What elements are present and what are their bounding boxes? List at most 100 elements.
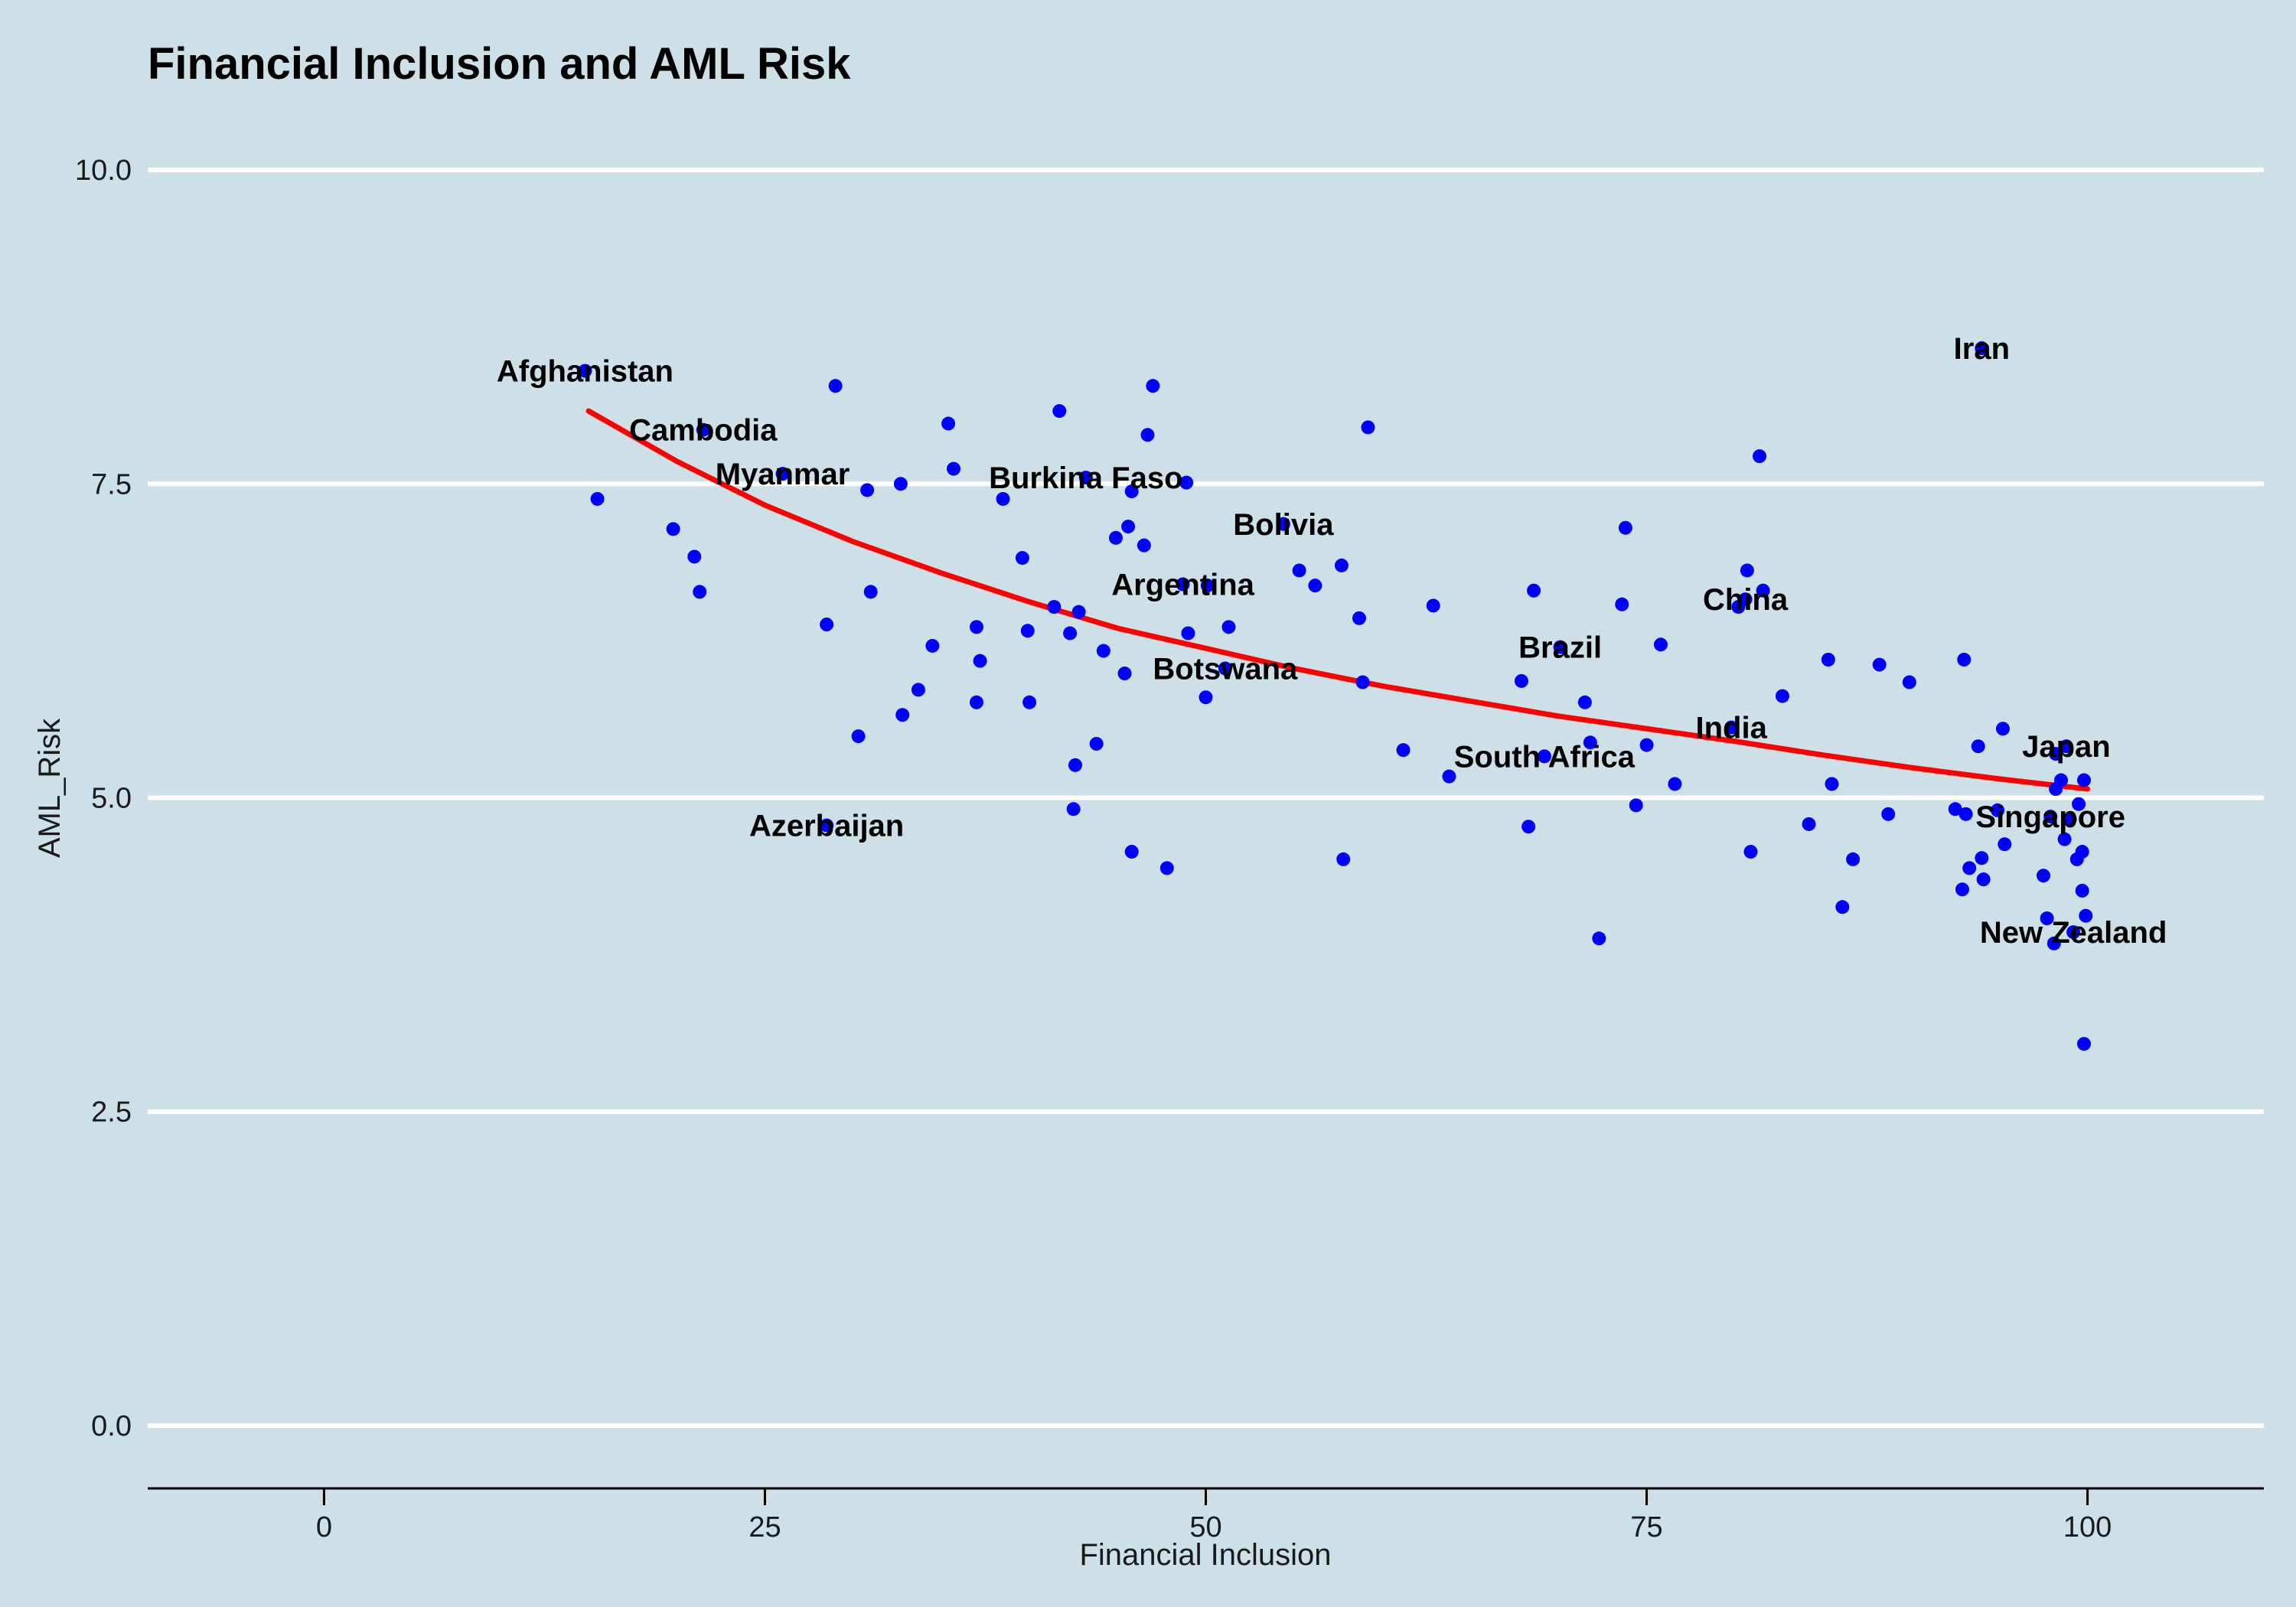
data-point: [941, 416, 956, 431]
data-point: [1052, 404, 1067, 419]
data-point: [1971, 739, 1985, 754]
data-point: [1176, 577, 1190, 592]
data-point: [1653, 637, 1668, 652]
data-point: [947, 461, 961, 476]
data-point: [1537, 749, 1551, 764]
data-point: [2076, 773, 2091, 787]
data-point: [1962, 861, 1977, 875]
data-point: [1124, 484, 1139, 499]
data-point: [1336, 852, 1351, 866]
data-point: [996, 491, 1010, 506]
country-label: Azerbaijan: [749, 810, 904, 843]
data-point: [1615, 597, 1629, 611]
data-point: [1108, 530, 1123, 545]
country-label: Bolivia: [1233, 508, 1334, 542]
data-point: [1334, 558, 1349, 572]
data-point: [973, 654, 987, 668]
data-point: [1957, 653, 1971, 667]
data-point: [1355, 675, 1370, 689]
data-point: [1124, 845, 1139, 859]
country-label: Singapore: [1975, 800, 2125, 834]
data-point: [1200, 579, 1215, 593]
data-point: [969, 620, 983, 634]
data-point: [1121, 520, 1136, 534]
data-point: [1521, 820, 1536, 834]
data-point: [1179, 475, 1194, 490]
data-point: [2075, 883, 2089, 898]
x-tick-label: 50: [1189, 1511, 1221, 1543]
data-point: [1047, 600, 1062, 614]
data-point: [1821, 653, 1835, 667]
data-point: [2076, 1037, 2091, 1051]
y-tick-label: 0.0: [91, 1410, 132, 1442]
data-point: [1396, 743, 1411, 758]
data-point: [1955, 882, 1969, 897]
data-point: [1872, 657, 1887, 672]
data-point: [1442, 769, 1456, 784]
y-axis-ticks: 0.0 2.5 5.0 7.5 10.0: [75, 155, 132, 1442]
data-point: [1020, 624, 1035, 638]
country-label: Japan: [2022, 730, 2111, 764]
data-point: [1218, 661, 1232, 676]
data-point: [860, 483, 875, 497]
data-point: [911, 683, 925, 697]
data-point: [2079, 908, 2093, 923]
country-label: China: [1703, 583, 1789, 617]
data-point: [666, 522, 680, 536]
data-point: [1066, 802, 1081, 817]
data-point: [696, 422, 710, 437]
data-point: [590, 491, 605, 506]
data-point: [1140, 428, 1155, 442]
data-point: [1738, 592, 1753, 607]
y-tick-label: 7.5: [91, 468, 132, 500]
data-point: [1756, 583, 1770, 598]
data-point: [1553, 640, 1567, 654]
data-point: [1740, 563, 1754, 578]
data-point: [1629, 798, 1643, 813]
data-point: [1975, 341, 1989, 356]
data-point: [578, 363, 592, 378]
data-point: [863, 585, 878, 599]
data-point: [1022, 695, 1037, 709]
data-point: [1639, 738, 1654, 752]
country-label: Botswana: [1153, 652, 1298, 686]
data-point: [1361, 420, 1375, 435]
point-labels: Afghanistan Cambodia Myanmar Burkina Faso Bo…: [497, 332, 2167, 950]
data-point: [2066, 925, 2081, 940]
gridlines: [148, 168, 2264, 1428]
data-point: [1902, 675, 1916, 689]
data-point: [1975, 851, 1989, 865]
country-label: Brazil: [1518, 631, 1602, 665]
data-point: [1063, 626, 1078, 641]
data-point: [1514, 673, 1528, 688]
data-point: [1948, 802, 1962, 817]
data-point: [1618, 520, 1632, 535]
data-point: [2059, 739, 2073, 754]
data-point: [1668, 777, 1682, 791]
data-point: [1527, 583, 1541, 598]
x-axis-title: Financial Inclusion: [1079, 1538, 1331, 1572]
data-point: [1825, 777, 1839, 791]
data-point: [1976, 872, 1991, 887]
data-point: [1078, 471, 1093, 485]
data-point: [1308, 579, 1322, 593]
data-point: [2043, 810, 2058, 824]
data-point: [1089, 736, 1104, 751]
chart-title: Financial Inclusion and AML Risk: [148, 39, 851, 89]
country-label: South Africa: [1454, 740, 1636, 774]
data-point: [1199, 690, 1213, 705]
data-point: [775, 467, 790, 481]
country-label: Burkina Faso: [989, 461, 1182, 495]
data-point: [687, 549, 702, 564]
y-tick-label: 10.0: [75, 155, 132, 187]
x-tick-label: 100: [2063, 1511, 2112, 1543]
x-axis: 0 25 50 75 100: [148, 1487, 2264, 1543]
data-point: [1221, 620, 1236, 634]
data-point: [2049, 747, 2063, 761]
y-tick-label: 5.0: [91, 783, 132, 815]
country-label: New Zealand: [1980, 916, 2167, 950]
data-point: [2036, 869, 2050, 883]
data-point: [828, 379, 843, 393]
country-label: Cambodia: [629, 414, 778, 448]
